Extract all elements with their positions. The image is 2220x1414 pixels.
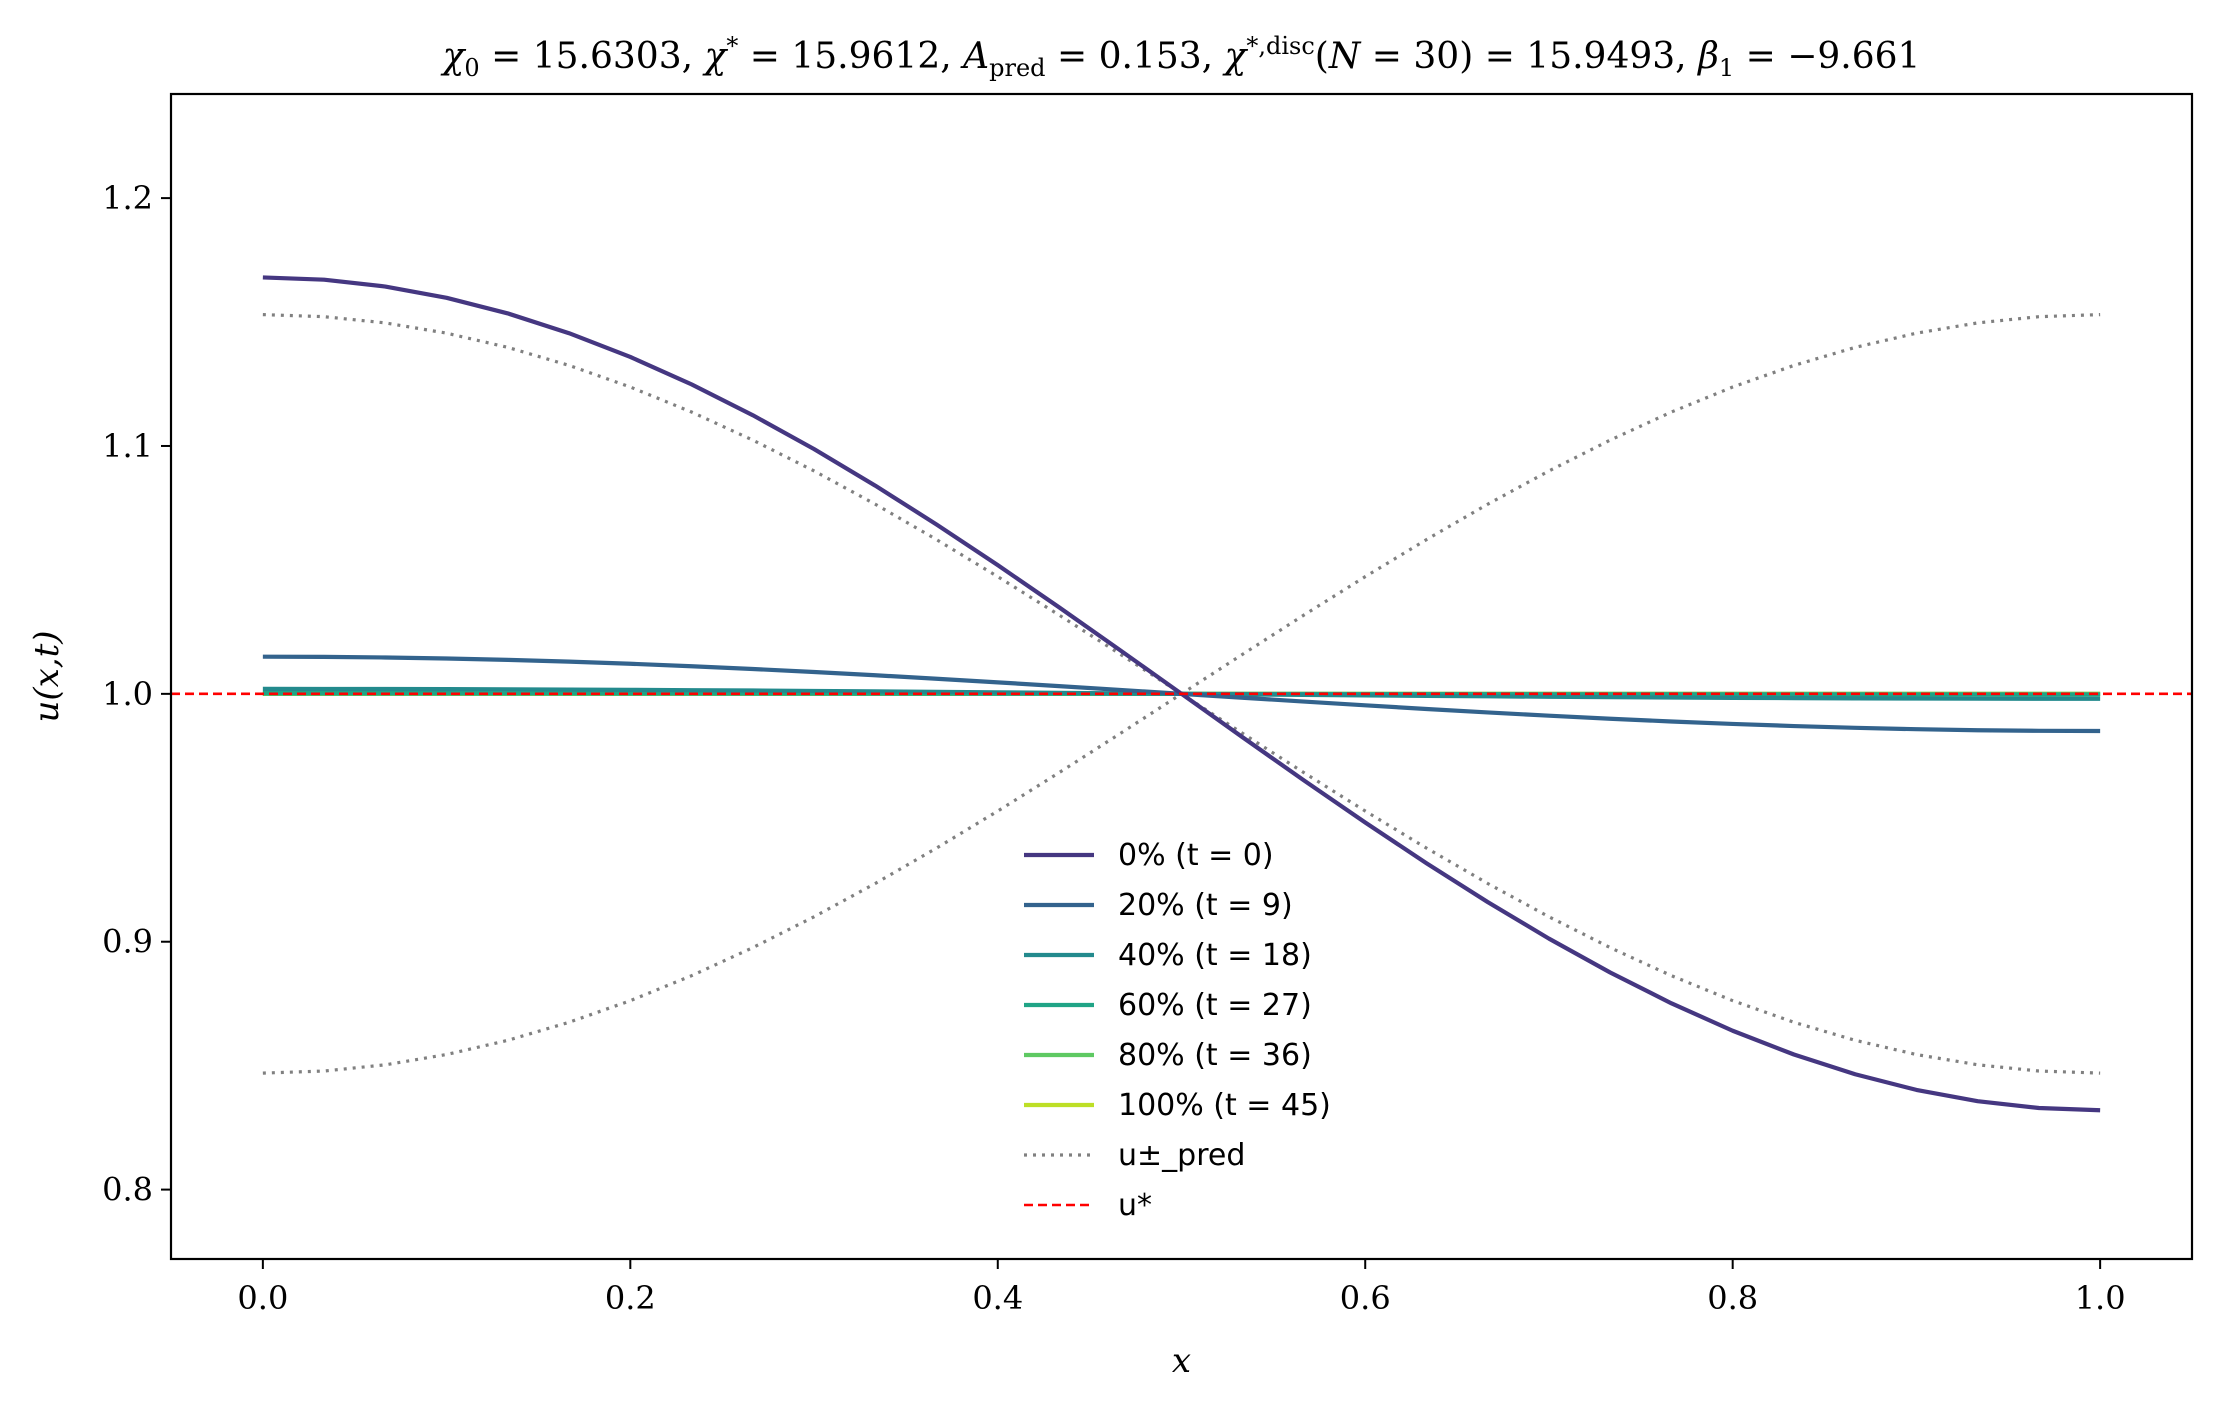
legend: 0% (t = 0) 20% (t = 9) 40% (t = 18) 60% (t … <box>1024 838 1331 1223</box>
y-axis-label: u(x,t) <box>27 630 67 722</box>
legend-label: 0% (t = 0) <box>1118 838 1274 873</box>
y-tick-label: 1.1 <box>102 427 153 465</box>
legend-label: 100% (t = 45) <box>1118 1088 1331 1123</box>
x-tick-label: 0.4 <box>972 1279 1023 1317</box>
title-segment-9: χ <box>1222 36 1249 77</box>
title-segment-13: = 30) = 15.9493, <box>1360 36 1698 77</box>
axes-ticks: 0.0 0.2 0.4 0.6 0.8 1.0 0.8 0.9 1.0 1.1 1.2 <box>102 179 2125 1317</box>
title-segment-14: β <box>1696 36 1719 77</box>
x-tick-label: 1.0 <box>2075 1279 2126 1317</box>
x-axis-label: x <box>1172 1341 1191 1381</box>
x-tick-label: 0.0 <box>237 1279 288 1317</box>
legend-label: u±_pred <box>1118 1138 1245 1173</box>
y-tick-label: 0.9 <box>102 923 153 961</box>
legend-label: 20% (t = 9) <box>1118 888 1293 923</box>
title-segment-3: χ <box>701 36 728 77</box>
title-segment-2: = 15.6303, <box>480 36 705 77</box>
x-tick-label: 0.2 <box>605 1279 656 1317</box>
y-tick-label: 0.8 <box>102 1171 153 1209</box>
chart-title: χ0 = 15.6303, χ* = 15.9612, Apred = 0.15… <box>440 32 1921 82</box>
title-segment-11: ( <box>1315 36 1329 77</box>
title-segment-0: χ <box>440 36 467 77</box>
plot-frame <box>169 92 2194 1261</box>
legend-label: 60% (t = 27) <box>1118 988 1312 1023</box>
title-segment-7: pred <box>989 54 1045 82</box>
plot-content <box>171 275 2192 1113</box>
title-segment-12: N <box>1328 36 1362 77</box>
legend-label: u* <box>1118 1188 1152 1223</box>
title-segment-15: 1 <box>1719 54 1734 82</box>
x-tick-label: 0.6 <box>1340 1279 1391 1317</box>
title-segment-6: A <box>960 36 989 77</box>
title-segment-16: = −9.661 <box>1734 36 1920 77</box>
x-tick-label: 0.8 <box>1707 1279 1758 1317</box>
title-segment-1: 0 <box>464 54 479 82</box>
title-segment-5: = 15.9612, <box>738 36 963 77</box>
y-tick-label: 1.0 <box>102 675 153 713</box>
legend-label: 80% (t = 36) <box>1118 1038 1312 1073</box>
title-segment-10: *,disc <box>1246 32 1314 60</box>
legend-label: 40% (t = 18) <box>1118 938 1312 973</box>
title-segment-4: * <box>726 32 738 60</box>
y-tick-label: 1.2 <box>102 179 153 217</box>
title-segment-8: = 0.153, <box>1046 36 1225 77</box>
